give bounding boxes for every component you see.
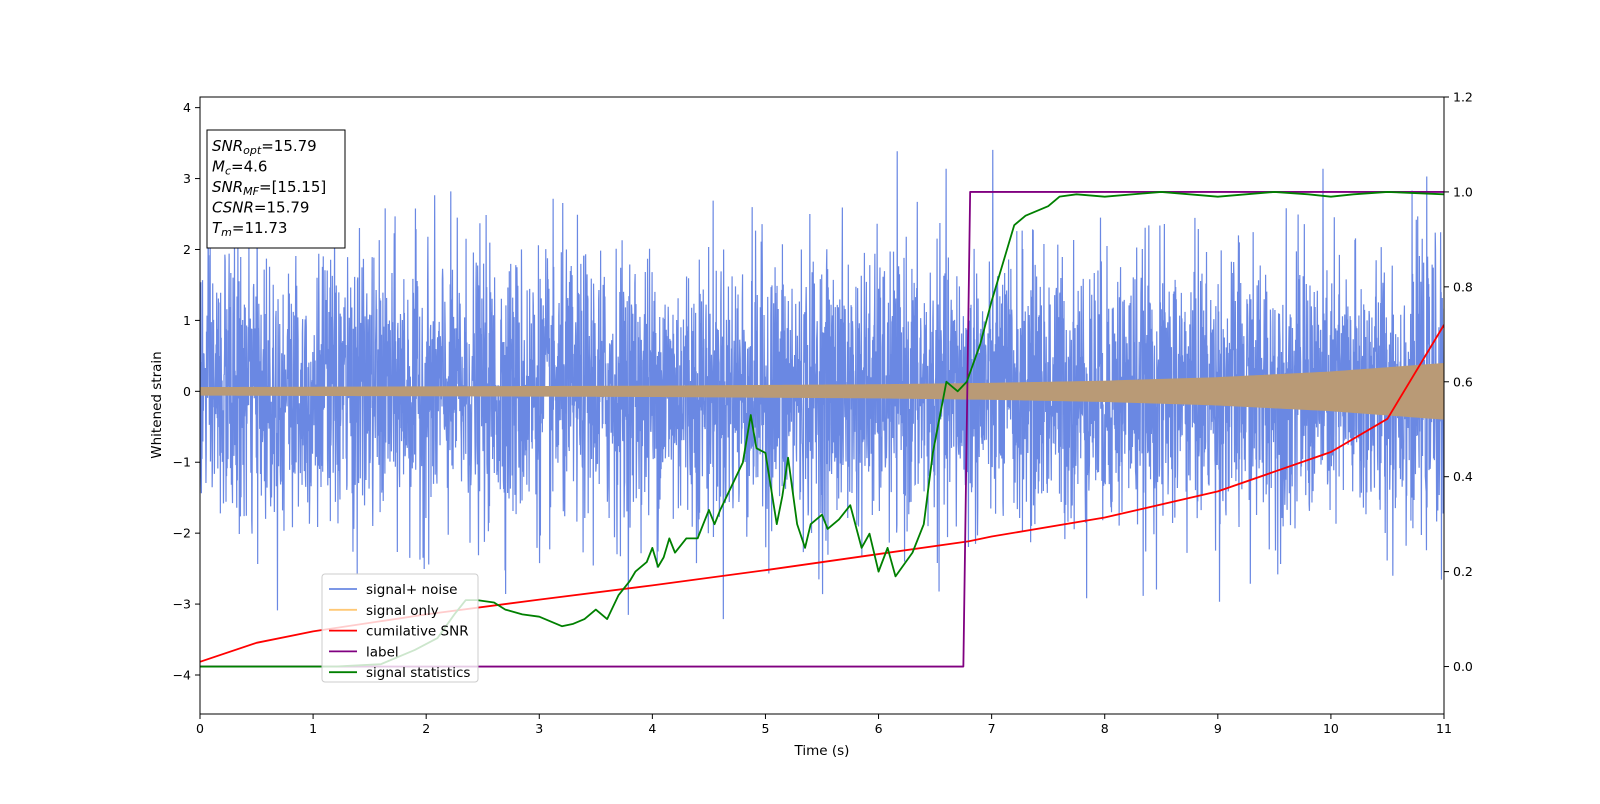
x-tick-label: 10 [1323, 721, 1339, 736]
legend-entry-label: signal statistics [366, 665, 470, 681]
info-box-value: =15.79 [261, 137, 317, 155]
x-axis: 0 1 2 3 4 5 6 7 8 9 10 11 [196, 714, 1452, 736]
info-box-line: Mc=4.6 [212, 158, 267, 178]
legend-entry-label: cumilative SNR [366, 624, 469, 640]
info-box-value: =[15.15] [259, 178, 326, 196]
x-tick-label: 3 [535, 721, 543, 736]
x-tick-label: 11 [1436, 721, 1452, 736]
y-axis-label: Whitened strain [149, 351, 165, 458]
info-box-subscript: c [225, 165, 231, 178]
legend-entry-label: signal+ noise [366, 582, 457, 598]
y-tick-label: 1 [183, 313, 191, 328]
x-tick-label: 1 [309, 721, 317, 736]
series-signal-statistics [200, 191, 1444, 668]
series-signal-noise [200, 149, 1444, 620]
info-box-value: =15.79 [254, 199, 310, 217]
info-box-value: =11.73 [232, 219, 288, 237]
legend-entry-label: signal only [366, 603, 439, 619]
x-tick-label: 6 [875, 721, 883, 736]
info-box-line: Tm=11.73 [212, 219, 287, 239]
info-box-subscript: opt [243, 144, 262, 157]
x-tick-label: 8 [1101, 721, 1109, 736]
series-layer [200, 149, 1444, 668]
info-box-symbol: T [212, 219, 223, 237]
x-tick-label: 2 [422, 721, 430, 736]
y-tick-label: −3 [173, 597, 191, 612]
y2-tick-label: 1.0 [1453, 184, 1473, 199]
info-box-value: =4.6 [231, 158, 267, 176]
x-tick-label: 5 [761, 721, 769, 736]
y-axis-left: 4 3 2 1 0 −1 −2 −3 −4 [173, 100, 200, 682]
info-box-line: SNRMF=[15.15] [212, 178, 326, 198]
y-tick-label: 4 [183, 100, 191, 115]
legend-entry-label: label [366, 644, 399, 660]
y-tick-label: −4 [173, 667, 191, 682]
y-axis-right: 1.2 1.0 0.8 0.6 0.4 0.2 0.0 [1444, 90, 1473, 674]
y2-tick-label: 0.4 [1453, 469, 1473, 484]
y2-tick-label: 1.2 [1453, 90, 1473, 105]
x-tick-label: 9 [1214, 721, 1222, 736]
info-box-line: SNRopt=15.79 [212, 137, 317, 157]
y-tick-label: 0 [183, 384, 191, 399]
info-box-line: CSNR=15.79 [212, 199, 309, 217]
x-axis-label: Time (s) [794, 743, 850, 759]
series-label [200, 191, 1444, 668]
y2-tick-label: 0.8 [1453, 279, 1473, 294]
info-box: SNRopt=15.79Mc=4.6SNRMF=[15.15]CSNR=15.7… [206, 129, 346, 249]
info-box-symbol: SNR [212, 137, 243, 155]
plot-frame [199, 96, 1445, 715]
x-tick-label: 0 [196, 721, 204, 736]
y2-tick-label: 0.0 [1453, 659, 1473, 674]
y-tick-label: 2 [183, 242, 191, 257]
info-box-symbol: CSNR [212, 199, 254, 217]
info-box-frame [206, 129, 346, 249]
y-tick-label: −2 [173, 526, 191, 541]
y2-tick-label: 0.2 [1453, 564, 1473, 579]
y-tick-label: −1 [173, 455, 191, 470]
info-box-subscript: m [221, 226, 232, 239]
info-box-symbol: M [212, 158, 225, 176]
info-box-symbol: SNR [212, 178, 243, 196]
y2-tick-label: 0.6 [1453, 374, 1473, 389]
series-signal-only [200, 362, 1444, 420]
legend-frame [321, 573, 479, 683]
x-tick-label: 7 [988, 721, 996, 736]
legend: signal+ noise signal only cumilative SNR la… [321, 573, 479, 683]
x-tick-label: 4 [648, 721, 656, 736]
info-box-subscript: MF [243, 185, 259, 198]
y-tick-label: 3 [183, 171, 191, 186]
